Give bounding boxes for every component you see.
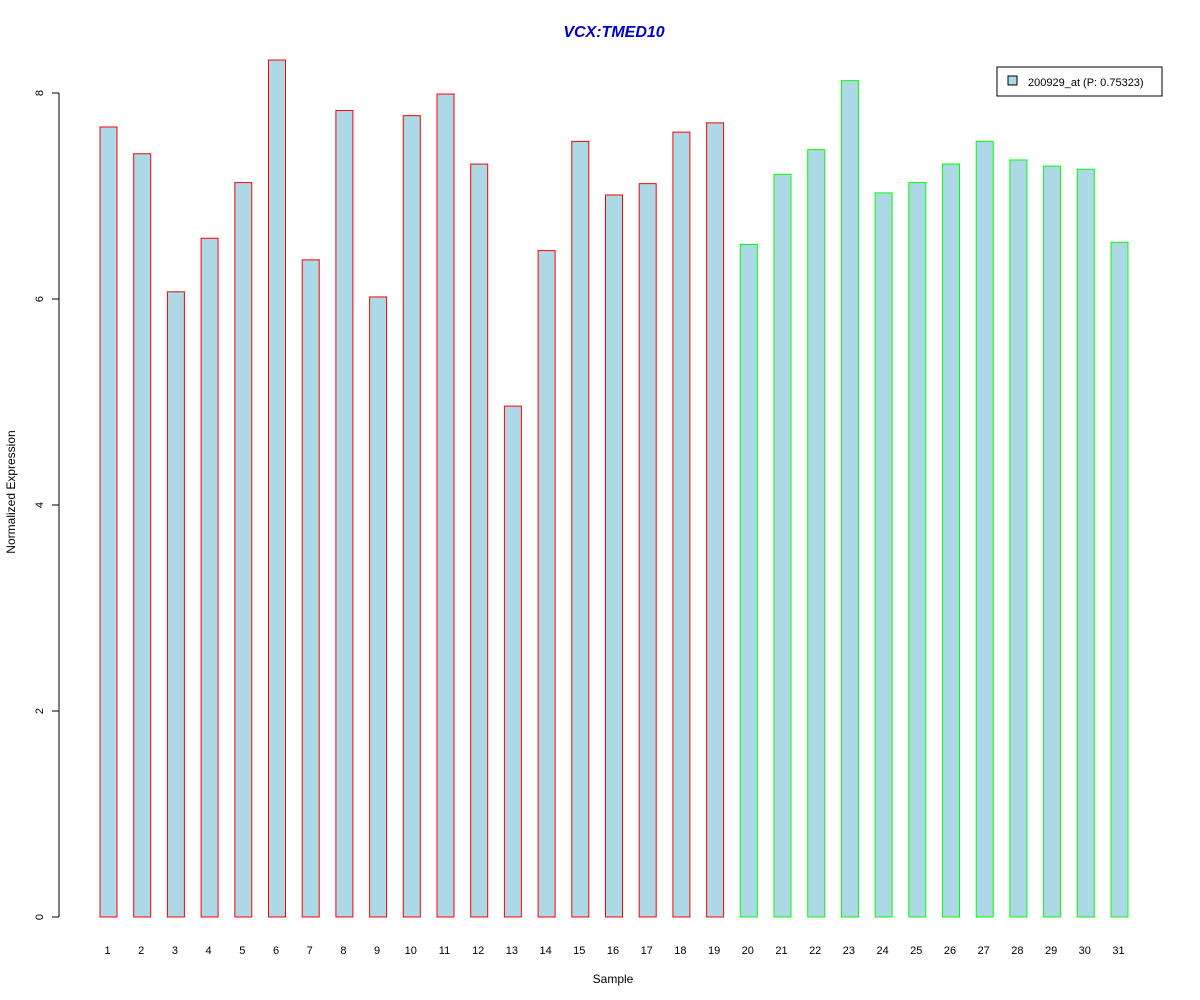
x-axis-label: Sample — [593, 972, 634, 986]
bar — [234, 182, 253, 918]
y-tick-label: 6 — [34, 296, 46, 302]
bars-group — [99, 59, 1129, 918]
bar — [706, 122, 725, 918]
bar — [638, 183, 657, 918]
bar — [402, 115, 421, 918]
x-tick-label: 24 — [876, 945, 888, 957]
legend: 200929_at (P: 0.75323) — [996, 66, 1163, 97]
legend-box — [996, 66, 1163, 97]
bar — [470, 163, 489, 918]
bar — [301, 259, 320, 918]
bar — [1043, 165, 1062, 918]
y-axis-label: Normalized Expression — [4, 430, 18, 553]
x-tick-label: 17 — [641, 945, 653, 957]
x-tick-label: 30 — [1079, 945, 1091, 957]
x-tick-label: 10 — [405, 945, 417, 957]
bar — [436, 93, 455, 918]
bar — [200, 237, 219, 918]
x-tick-label: 14 — [539, 945, 551, 957]
bar — [537, 250, 556, 918]
x-tick-label: 4 — [206, 945, 212, 957]
bar — [166, 291, 185, 918]
x-tick-label: 2 — [138, 945, 144, 957]
x-tick-label: 25 — [910, 945, 922, 957]
bar — [571, 140, 590, 918]
bar — [1009, 159, 1028, 918]
x-tick-label: 11 — [439, 945, 450, 957]
x-tick-label: 19 — [708, 945, 720, 957]
x-tick-label: 28 — [1011, 945, 1023, 957]
bar — [1110, 241, 1129, 918]
bar — [874, 192, 893, 918]
bar — [1076, 168, 1095, 918]
bar — [133, 153, 152, 918]
bar — [335, 110, 354, 918]
bar — [975, 140, 994, 918]
x-tick-label: 21 — [775, 945, 787, 957]
y-tick-label: 0 — [34, 914, 46, 920]
y-tick-label: 8 — [34, 90, 46, 96]
bar — [807, 149, 826, 918]
x-tick-label: 8 — [340, 945, 346, 957]
x-tick-label: 20 — [742, 945, 754, 957]
bar — [773, 173, 792, 918]
x-tick-label: 31 — [1112, 945, 1124, 957]
bar — [840, 80, 859, 918]
x-tick-label: 7 — [307, 945, 313, 957]
x-tick-label: 13 — [506, 945, 518, 957]
bar — [739, 243, 758, 918]
y-axis: 0 2 4 6 8 — [34, 90, 60, 920]
x-tick-label: 5 — [239, 945, 245, 957]
x-tick-label: 16 — [607, 945, 619, 957]
legend-swatch — [1007, 75, 1018, 86]
x-tick-label: 1 — [104, 945, 110, 957]
x-tick-label: 26 — [944, 945, 956, 957]
bar — [268, 59, 286, 918]
x-tick-labels: 1 2 3 4 5 6 7 8 9 10 11 12 13 14 15 16 17 18 19 20 21 22 23 24 2… — [104, 945, 1124, 957]
x-tick-label: 12 — [472, 945, 484, 957]
x-tick-label: 6 — [273, 945, 279, 957]
chart-title: VCX:TMED10 — [563, 24, 664, 41]
x-tick-label: 22 — [809, 945, 821, 957]
x-tick-label: 18 — [674, 945, 686, 957]
bar — [369, 296, 388, 918]
y-tick-label: 4 — [34, 502, 46, 508]
bar — [99, 126, 118, 918]
x-tick-label: 29 — [1045, 945, 1057, 957]
bar — [605, 194, 623, 918]
bar — [503, 405, 522, 918]
legend-label: 200929_at (P: 0.75323) — [1028, 77, 1144, 89]
x-tick-label: 23 — [843, 945, 855, 957]
x-tick-label: 3 — [172, 945, 178, 957]
bar — [942, 163, 960, 918]
y-tick-label: 2 — [34, 708, 46, 714]
bar — [908, 182, 927, 918]
x-tick-label: 27 — [978, 945, 990, 957]
x-tick-label: 9 — [374, 945, 380, 957]
bar — [672, 131, 691, 918]
x-tick-label: 15 — [573, 945, 585, 957]
